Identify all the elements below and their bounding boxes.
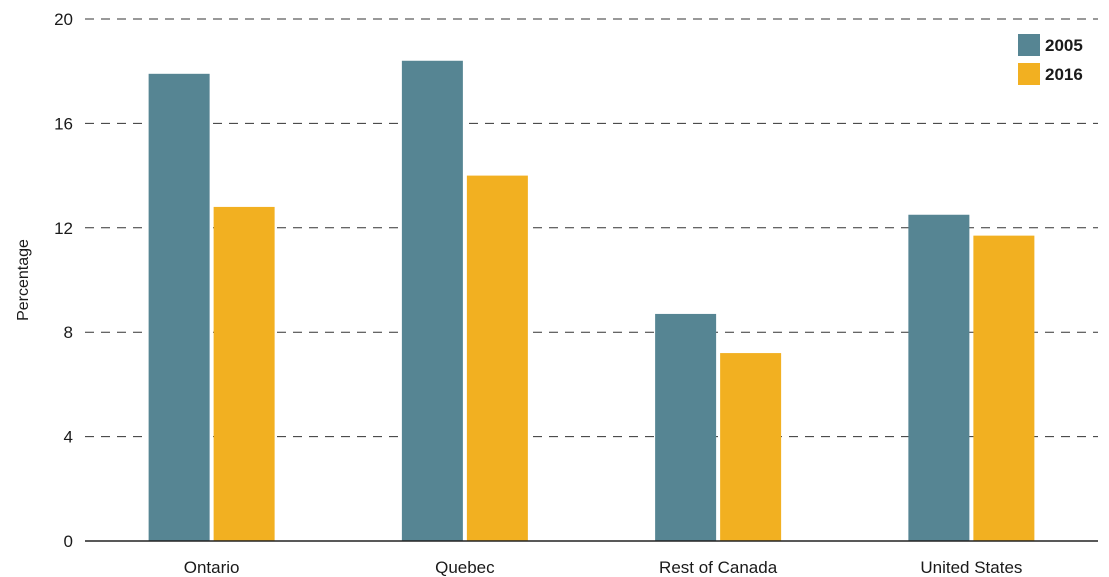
y-tick-label: 16 bbox=[54, 114, 73, 133]
legend: 2005 2016 bbox=[1018, 34, 1083, 85]
legend-label-2016: 2016 bbox=[1045, 65, 1083, 84]
bar-2005-united-states bbox=[908, 214, 970, 541]
x-tick-label: Rest of Canada bbox=[659, 558, 778, 577]
x-tick-label: Quebec bbox=[435, 558, 495, 577]
y-tick-label: 20 bbox=[54, 10, 73, 29]
legend-swatch-2016 bbox=[1018, 63, 1040, 85]
x-axis-ticks: Ontario Quebec Rest of Canada United States bbox=[184, 558, 1023, 577]
bar-2005-quebec bbox=[401, 60, 463, 541]
bar-2016-ontario bbox=[213, 206, 275, 542]
y-tick-label: 0 bbox=[64, 532, 73, 551]
legend-swatch-2005 bbox=[1018, 34, 1040, 56]
x-tick-label: Ontario bbox=[184, 558, 240, 577]
bar-2016-quebec bbox=[466, 175, 528, 541]
x-tick-label: United States bbox=[920, 558, 1022, 577]
y-tick-label: 12 bbox=[54, 219, 73, 238]
bars bbox=[148, 60, 1035, 542]
y-tick-label: 8 bbox=[64, 323, 73, 342]
bar-2005-ontario bbox=[148, 73, 210, 541]
y-tick-label: 4 bbox=[64, 428, 73, 447]
bar-2005-rest-of-canada bbox=[655, 313, 717, 541]
y-axis-ticks: 0 4 8 12 16 20 bbox=[54, 10, 73, 551]
y-axis-title: Percentage bbox=[15, 239, 32, 321]
bar-2016-united-states bbox=[973, 235, 1035, 541]
bar-2016-rest-of-canada bbox=[720, 353, 782, 541]
legend-label-2005: 2005 bbox=[1045, 36, 1083, 55]
